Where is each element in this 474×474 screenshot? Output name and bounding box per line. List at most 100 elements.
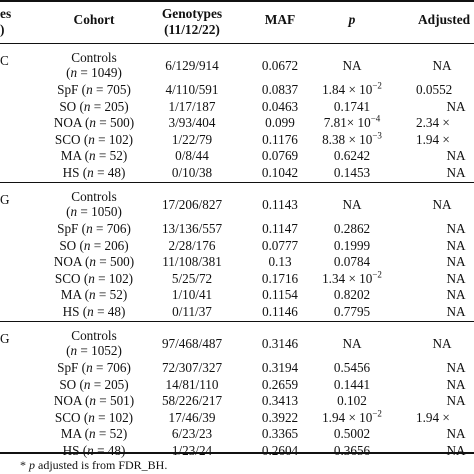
genotypes-value: 1/22/79 <box>171 131 213 147</box>
p-value: 0.8202 <box>333 287 371 302</box>
header-col0-line1: es <box>0 6 12 21</box>
cohort-name: Controls <box>71 328 117 343</box>
maf-value: 0.3146 <box>261 336 299 351</box>
maf-value: 0.1154 <box>262 287 298 302</box>
adjusted-value: NA <box>446 287 466 302</box>
genotypes-value: 13/136/557 <box>161 221 223 236</box>
adjusted-value: NA <box>432 58 452 73</box>
maf-value: 0.3922 <box>261 409 299 425</box>
table-footnote: * p adjusted is from FDR_BH. <box>20 458 167 473</box>
maf-value: 0.0672 <box>261 58 299 73</box>
maf-value: 0.13 <box>268 254 292 269</box>
maf-value: 0.0463 <box>261 98 299 114</box>
adjusted-value: NA <box>446 148 466 163</box>
group-label: G <box>0 331 10 346</box>
genotypes-value: 0/10/38 <box>171 164 213 180</box>
genotypes-value: 1/23/24 <box>171 442 213 458</box>
adjusted-value: NA <box>446 360 466 375</box>
genotypes-value: 5/25/72 <box>171 270 213 286</box>
cohort-n: (n = 1052) <box>66 343 122 358</box>
maf-value: 0.0769 <box>261 148 299 163</box>
group-1-bottom-rule <box>0 182 474 183</box>
cohort-n: (n = 1050) <box>66 204 122 219</box>
adjusted-value: NA <box>446 221 466 236</box>
maf-value: 0.1143 <box>262 197 298 212</box>
p-value: 0.3656 <box>333 442 371 458</box>
p-value: 1.34 × 10−2 <box>322 269 382 286</box>
header-col0-line2: ) <box>0 22 5 37</box>
p-value: NA <box>342 58 362 73</box>
group-label: G <box>0 192 10 207</box>
cohort-name: SCO (n = 102) <box>54 131 134 147</box>
adjusted-value: NA <box>446 164 466 180</box>
p-value: 0.1999 <box>333 237 371 253</box>
cohort-name: NOA (n = 500) <box>53 254 135 269</box>
cohort-name: SO (n = 205) <box>59 376 129 392</box>
maf-value: 0.1147 <box>262 221 298 236</box>
maf-value: 0.0837 <box>261 82 299 97</box>
genotypes-value: 2/28/176 <box>168 237 216 253</box>
cohort-n: (n = 1049) <box>66 65 122 80</box>
footnote-star: * <box>20 458 29 472</box>
maf-value: 0.1176 <box>262 131 298 147</box>
cohort-name: MA (n = 52) <box>60 426 128 441</box>
group-label: C <box>0 53 9 68</box>
genotypes-value: 72/307/327 <box>161 360 223 375</box>
maf-value: 0.3194 <box>261 360 299 375</box>
cohort-name: NOA (n = 501) <box>53 393 135 408</box>
adjusted-value: NA <box>446 270 466 286</box>
genotypes-value: 3/93/404 <box>168 115 216 130</box>
cohort-name: NOA (n = 500) <box>53 115 135 130</box>
cohort-name: SpF (n = 706) <box>57 360 131 375</box>
cohort-name: SpF (n = 705) <box>57 82 131 97</box>
cohort-name: SCO (n = 102) <box>54 409 134 425</box>
p-value: 0.2862 <box>333 221 371 236</box>
cohort-name: SO (n = 205) <box>59 98 129 114</box>
p-value: 1.94 × 10−2 <box>322 408 382 425</box>
genotypes-value: 58/226/217 <box>161 393 223 408</box>
cohort-name: MA (n = 52) <box>60 287 128 302</box>
maf-value: 0.3365 <box>261 426 299 441</box>
header-genotypes-line1: Genotypes <box>161 6 223 21</box>
header-adjusted: Adjusted <box>418 12 471 27</box>
table-top-rule <box>0 0 474 2</box>
genotypes-value: 4/110/591 <box>165 82 219 97</box>
table-bottom-rule <box>0 452 474 454</box>
maf-value: 0.1146 <box>262 303 298 319</box>
cohort-name: SO (n = 206) <box>59 237 129 253</box>
genotypes-value: 14/81/110 <box>165 376 219 392</box>
genotypes-value: 0/11/37 <box>172 303 212 319</box>
genotypes-value: 1/10/41 <box>171 287 213 302</box>
header-cohort: Cohort <box>73 12 115 27</box>
p-value: 0.1453 <box>333 164 371 180</box>
adjusted-value: 0.0552 <box>416 82 453 97</box>
genotypes-value: 1/17/187 <box>168 98 216 114</box>
adjusted-value: NA <box>446 393 466 408</box>
adjusted-value: NA <box>446 254 466 269</box>
adjusted-value: NA <box>432 336 452 351</box>
adjusted-value: NA <box>446 303 466 319</box>
p-value: 0.1441 <box>333 376 371 392</box>
adjusted-value: NA <box>446 237 466 253</box>
maf-value: 0.3413 <box>261 393 299 408</box>
maf-value: 0.1042 <box>261 164 299 180</box>
cohort-name: SCO (n = 102) <box>54 270 134 286</box>
genotypes-value: 0/8/44 <box>175 148 209 163</box>
genotypes-value: 17/46/39 <box>168 409 216 425</box>
adjusted-value: NA <box>446 98 466 114</box>
genotypes-value: 6/129/914 <box>165 58 219 73</box>
group-2-bottom-rule <box>0 321 474 322</box>
genotypes-value: 97/468/487 <box>161 336 223 351</box>
adjusted-value: NA <box>446 376 466 392</box>
cohort-name: HS (n = 48) <box>62 303 126 319</box>
cohort-name: HS (n = 48) <box>62 164 126 180</box>
cohort-name: SpF (n = 706) <box>57 221 131 236</box>
genotypes-value: 17/206/827 <box>161 197 223 212</box>
p-value: 0.7795 <box>333 303 371 319</box>
p-value: 0.1741 <box>333 98 371 114</box>
p-value: 7.81× 10−4 <box>323 113 381 130</box>
p-value: 0.6242 <box>333 148 371 163</box>
p-value: NA <box>342 197 362 212</box>
p-value: 0.5002 <box>333 426 371 441</box>
p-value: 0.0784 <box>333 254 371 269</box>
